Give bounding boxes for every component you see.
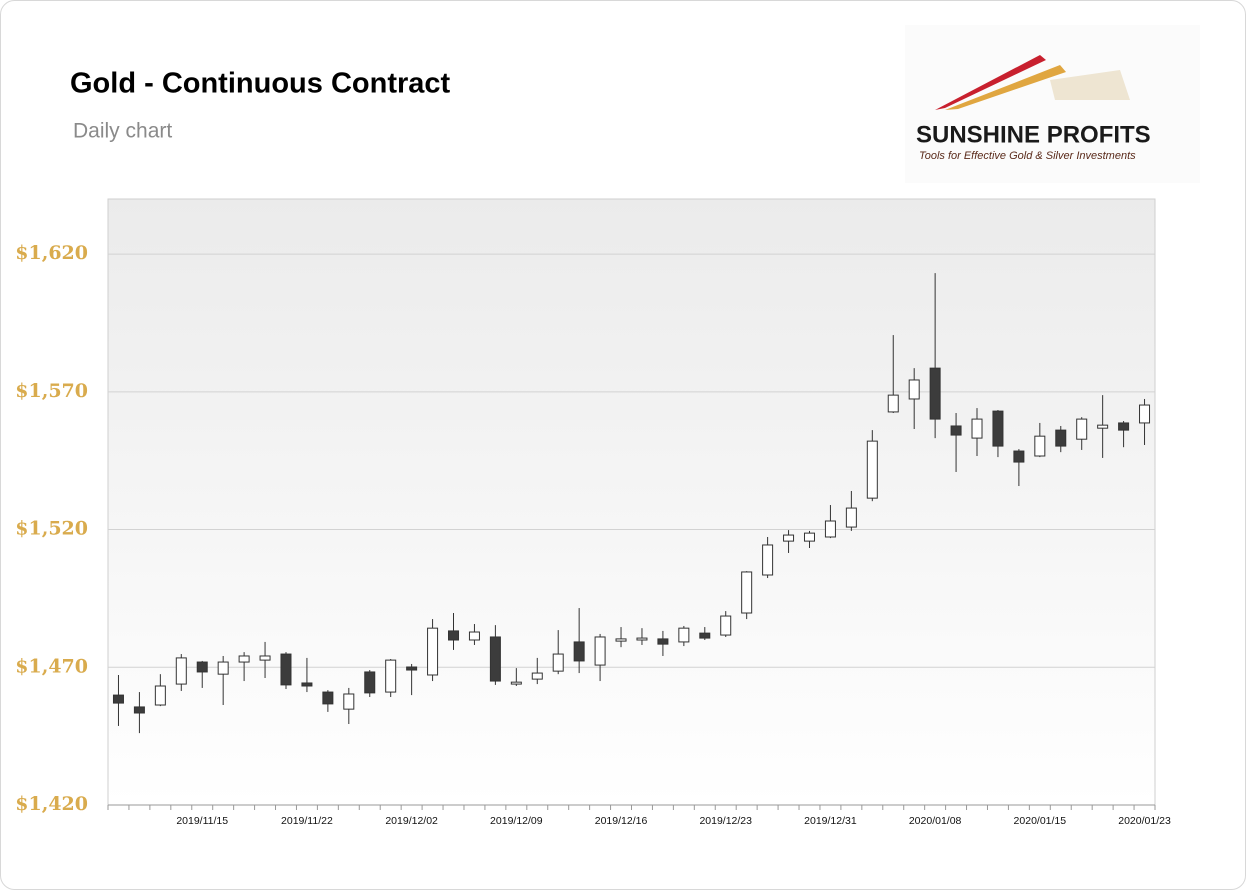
logo-swoosh bbox=[945, 65, 1066, 110]
candle-body bbox=[1139, 404, 1151, 424]
logo-name: SUNSHINE PROFITS bbox=[916, 121, 1151, 148]
logo-swoosh bbox=[935, 55, 1046, 110]
candle-body bbox=[112, 694, 124, 704]
candle-body bbox=[133, 706, 145, 714]
candle-body bbox=[929, 367, 941, 420]
candle-body bbox=[1055, 429, 1067, 447]
candle-body bbox=[510, 681, 522, 685]
candle-body bbox=[783, 534, 795, 542]
candle-body bbox=[803, 532, 815, 542]
candle-body bbox=[301, 682, 313, 687]
x-tick-label: 2019/11/22 bbox=[281, 815, 333, 827]
candle-body bbox=[427, 627, 439, 676]
y-tick-label: $1,570 bbox=[15, 380, 88, 402]
candle-body bbox=[866, 440, 878, 499]
candle-body bbox=[175, 657, 187, 685]
candle-body bbox=[573, 641, 585, 662]
logo-background bbox=[905, 25, 1200, 183]
candle-body bbox=[699, 632, 711, 639]
candle-body bbox=[1034, 435, 1046, 457]
candle-body bbox=[908, 379, 920, 400]
candle-body bbox=[824, 520, 836, 538]
candle-body bbox=[741, 571, 753, 614]
x-tick-label: 2019/11/15 bbox=[176, 815, 228, 827]
candle-body bbox=[343, 693, 355, 710]
candle-body bbox=[636, 637, 648, 641]
chart-subtitle: Daily chart bbox=[73, 120, 172, 143]
candle-body bbox=[992, 410, 1004, 447]
y-tick-label: $1,520 bbox=[15, 518, 88, 540]
candle-body bbox=[887, 394, 899, 413]
candle-body bbox=[1097, 424, 1109, 429]
logo-tagline: Tools for Effective Gold & Silver Invest… bbox=[919, 150, 1136, 162]
candle-body bbox=[1118, 422, 1130, 431]
candle-body bbox=[468, 631, 480, 641]
x-tick-label: 2020/01/23 bbox=[1118, 815, 1171, 827]
candle-body bbox=[845, 507, 857, 528]
candle-body bbox=[385, 659, 397, 693]
candle-body bbox=[280, 653, 292, 686]
candle-body bbox=[678, 627, 690, 643]
candle-body bbox=[217, 661, 229, 675]
candle-body bbox=[657, 638, 669, 645]
logo: SUNSHINE PROFITS Tools for Effective Gol… bbox=[905, 25, 1200, 183]
candle-body bbox=[322, 691, 334, 705]
candle-body bbox=[259, 655, 271, 661]
candle-body bbox=[238, 655, 250, 663]
x-tick-label: 2019/12/09 bbox=[490, 815, 543, 827]
candle-body bbox=[762, 544, 774, 576]
y-tick-label: $1,620 bbox=[15, 242, 88, 264]
candle-body bbox=[154, 685, 166, 706]
candle-body bbox=[489, 636, 501, 682]
candle-body bbox=[196, 661, 208, 673]
candle-body bbox=[1076, 418, 1088, 440]
candle-body bbox=[1013, 450, 1025, 463]
candle-body bbox=[615, 638, 627, 642]
x-tick-label: 2019/12/31 bbox=[804, 815, 857, 827]
logo-swoosh bbox=[1050, 70, 1130, 100]
chart-title: Gold - Continuous Contract bbox=[70, 68, 451, 100]
x-tick-label: 2019/12/02 bbox=[385, 815, 438, 827]
candle-body bbox=[720, 615, 732, 636]
y-tick-label: $1,470 bbox=[15, 655, 88, 677]
candle-body bbox=[406, 666, 418, 671]
candle-body bbox=[594, 636, 606, 666]
candle-body bbox=[531, 672, 543, 680]
candle-body bbox=[448, 630, 460, 641]
x-tick-label: 2020/01/08 bbox=[909, 815, 962, 827]
plot-area bbox=[107, 198, 1156, 806]
y-tick-label: $1,420 bbox=[15, 793, 88, 815]
candle-body bbox=[950, 425, 962, 436]
x-tick-label: 2019/12/16 bbox=[595, 815, 648, 827]
candle-body bbox=[971, 418, 983, 439]
candle-body bbox=[552, 653, 564, 672]
x-tick-label: 2020/01/15 bbox=[1014, 815, 1067, 827]
x-tick-label: 2019/12/23 bbox=[699, 815, 752, 827]
candle-body bbox=[364, 671, 376, 694]
